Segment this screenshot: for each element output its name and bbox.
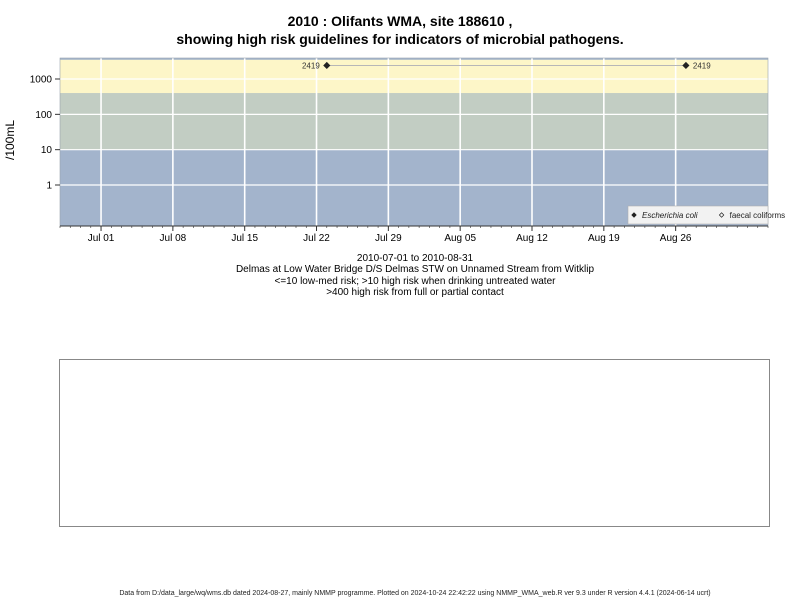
legend-label: Escherichia coli: [642, 211, 698, 220]
y-axis-label: /100mL: [3, 120, 17, 160]
risk-band-2: [60, 59, 768, 94]
data-point-label: 2419: [302, 61, 320, 70]
drinking-risk-caption: <=10 low-med risk; >10 high risk when dr…: [274, 276, 556, 287]
footer-note: Data from D:/data_large/wq/wms.db dated …: [119, 590, 711, 597]
chart-title-line1: 2010 : Olifants WMA, site 188610 ,: [287, 13, 513, 29]
x-tick-label: Aug 05: [444, 233, 476, 244]
legend-marker: [718, 212, 725, 218]
x-tick-label: Jul 29: [375, 233, 402, 244]
empty-plot-panel: [59, 359, 770, 527]
y-tick-label: 10: [41, 145, 53, 156]
x-tick-label: Jul 15: [231, 233, 258, 244]
chart-title-line2: showing high risk guidelines for indicat…: [176, 31, 624, 47]
y-tick-label: 1000: [30, 75, 53, 86]
x-tick-label: Aug 12: [516, 233, 548, 244]
x-tick-label: Jul 08: [160, 233, 187, 244]
x-tick-label: Aug 26: [660, 233, 692, 244]
chart-plot: Jul 01 Jul 08 Jul 15 Jul 22 Jul 29 Aug 05 Aug …: [3, 57, 786, 244]
data-point-label: 2419: [693, 61, 711, 70]
legend-marker: [631, 212, 637, 218]
site-description-caption: Delmas at Low Water Bridge D/S Delmas ST…: [235, 264, 595, 275]
risk-band-1: [60, 93, 768, 150]
legend-label: faecal coliforms: [730, 211, 786, 220]
x-tick-label: Jul 01: [88, 233, 115, 244]
x-tick-label: Aug 19: [588, 233, 620, 244]
x-tick-label: Jul 22: [303, 233, 330, 244]
y-tick-label: 100: [35, 110, 52, 121]
data-point-marker: [682, 61, 690, 70]
legend-box: [627, 205, 769, 225]
contact-risk-caption: >400 high risk from full or partial cont…: [326, 287, 504, 298]
y-tick-label: 1: [46, 181, 52, 192]
data-point-marker: [323, 61, 331, 70]
date-range-caption: 2010-07-01 to 2010-08-31: [356, 253, 474, 264]
